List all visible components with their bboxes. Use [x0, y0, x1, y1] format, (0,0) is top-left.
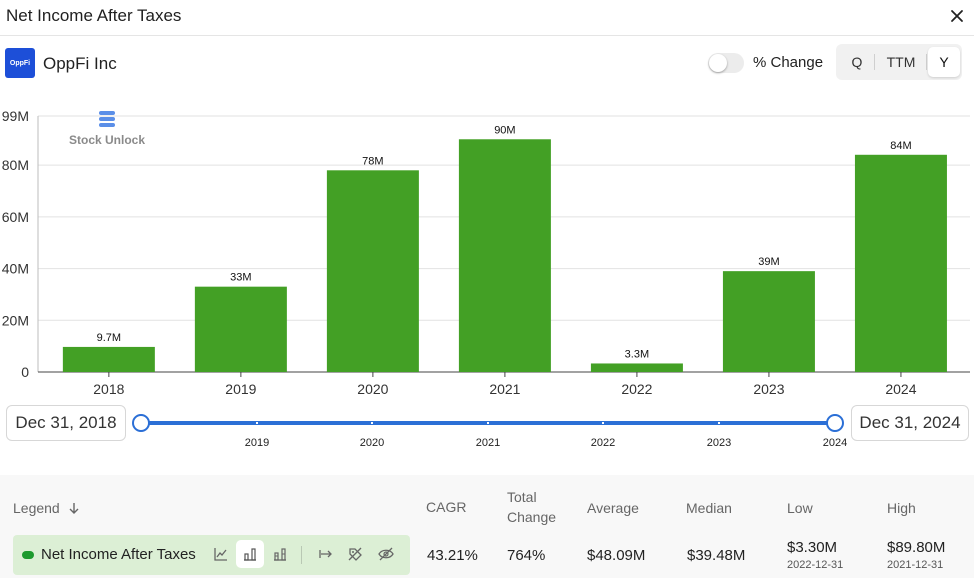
- y-tick-label: 80M: [2, 157, 29, 173]
- series-color-swatch: [22, 551, 34, 559]
- company-logo-text: OppFi: [9, 59, 31, 67]
- slider-tick-label: 2024: [822, 437, 848, 449]
- slider-tick-label: 2020: [359, 437, 385, 449]
- cagr-header: CAGR: [426, 499, 467, 515]
- slider-tick-label: 2021: [475, 437, 501, 449]
- bar-data-label: 90M: [494, 124, 515, 136]
- watermark-icon-bar: [99, 117, 115, 121]
- tag-off-icon[interactable]: [341, 540, 369, 568]
- legend-header[interactable]: Legend: [13, 500, 81, 516]
- bar-data-label: 3.3M: [625, 348, 649, 360]
- legend-header-label: Legend: [13, 500, 60, 516]
- high-header: High: [887, 500, 916, 516]
- high-date: 2021-12-31: [887, 559, 944, 571]
- x-tick-label: 2019: [225, 381, 256, 397]
- divider: [926, 54, 927, 70]
- company-name: OppFi Inc: [43, 54, 117, 73]
- low-date: 2022-12-31: [787, 559, 844, 571]
- bar-chart-icon[interactable]: [236, 540, 264, 568]
- eye-off-icon[interactable]: [372, 540, 400, 568]
- total-change-value: 764%: [507, 547, 546, 564]
- average-value: $48.09M: [587, 547, 646, 564]
- slider-tick-label: 2023: [706, 437, 732, 449]
- stock-unlock-watermark: Stock Unlock: [69, 111, 145, 147]
- watermark-text: Stock Unlock: [69, 133, 145, 147]
- average-header: Average: [587, 500, 639, 516]
- line-chart-icon[interactable]: [207, 540, 235, 568]
- dialog-header: Net Income After Taxes: [0, 0, 974, 36]
- dialog-title: Net Income After Taxes: [6, 6, 182, 25]
- x-tick-label: 2024: [885, 381, 916, 397]
- bar-data-label: 39M: [758, 256, 779, 268]
- extend-arrow-icon[interactable]: [312, 540, 340, 568]
- bar: [458, 139, 551, 372]
- total-change-header-line2: Change: [507, 509, 557, 525]
- bar-data-label: 9.7M: [97, 332, 121, 344]
- divider: [301, 546, 302, 564]
- bar-data-label: 84M: [890, 140, 911, 152]
- company-row: OppFi OppFi Inc % Change Q TTM Y: [0, 44, 974, 82]
- stacked-bar-icon[interactable]: [266, 540, 294, 568]
- bar: [326, 170, 419, 372]
- high-value: $89.80M: [887, 539, 946, 556]
- median-value: $39.48M: [687, 547, 746, 564]
- slider-tick: [256, 422, 258, 424]
- y-tick-label: 40M: [2, 261, 29, 277]
- low-header: Low: [787, 500, 813, 516]
- slider-tick: [371, 422, 373, 424]
- slider-tick-label: 2022: [590, 437, 616, 449]
- slider-tick: [718, 422, 720, 424]
- bar-chart: 0 20M 40M 60M 80M 99M 9.7M 2018 33M 2019 78M 2020 90…: [2, 108, 970, 397]
- close-icon[interactable]: [946, 5, 968, 27]
- company-logo: OppFi: [5, 48, 35, 78]
- arrow-down-icon: [69, 503, 79, 514]
- slider-tick: [602, 422, 604, 424]
- low-value: $3.30M: [787, 539, 838, 556]
- bar: [194, 286, 287, 372]
- watermark-icon-bar: [99, 111, 115, 115]
- end-date-input[interactable]: Dec 31, 2024: [851, 405, 969, 441]
- y-tick-label: 60M: [2, 209, 29, 225]
- x-tick-label: 2022: [621, 381, 652, 397]
- slider-tick-label: 2019: [244, 437, 270, 449]
- y-tick-label: 0: [21, 364, 29, 380]
- median-header: Median: [686, 500, 732, 516]
- bar: [854, 154, 947, 372]
- range-end-handle[interactable]: [826, 414, 844, 432]
- watermark-icon-bar: [99, 123, 115, 127]
- period-ttm-button[interactable]: TTM: [886, 54, 916, 70]
- bar: [590, 363, 683, 372]
- period-selector: Q TTM Y: [836, 44, 962, 80]
- x-tick-label: 2018: [93, 381, 124, 397]
- period-q-button[interactable]: Q: [851, 54, 863, 70]
- slider-tick: [487, 422, 489, 424]
- cagr-value: 43.21%: [427, 547, 478, 564]
- bar: [722, 271, 815, 372]
- legend-row[interactable]: Net Income After Taxes: [13, 535, 410, 575]
- x-tick-label: 2023: [753, 381, 784, 397]
- toggle-knob: [709, 54, 727, 72]
- bar-data-label: 78M: [362, 155, 383, 167]
- total-change-header-line1: Total: [507, 489, 537, 505]
- divider: [874, 54, 875, 70]
- x-tick-label: 2021: [489, 381, 520, 397]
- start-date-input[interactable]: Dec 31, 2018: [6, 405, 126, 441]
- period-y-button[interactable]: Y: [928, 47, 960, 77]
- x-tick-label: 2020: [357, 381, 388, 397]
- pct-change-toggle[interactable]: [708, 53, 744, 73]
- y-tick-label: 99M: [2, 108, 29, 124]
- range-start-handle[interactable]: [132, 414, 150, 432]
- y-tick-label: 20M: [2, 312, 29, 328]
- pct-change-label: % Change: [753, 54, 824, 71]
- bar: [62, 346, 155, 372]
- bar-data-label: 33M: [230, 272, 251, 284]
- series-name: Net Income After Taxes: [41, 546, 196, 563]
